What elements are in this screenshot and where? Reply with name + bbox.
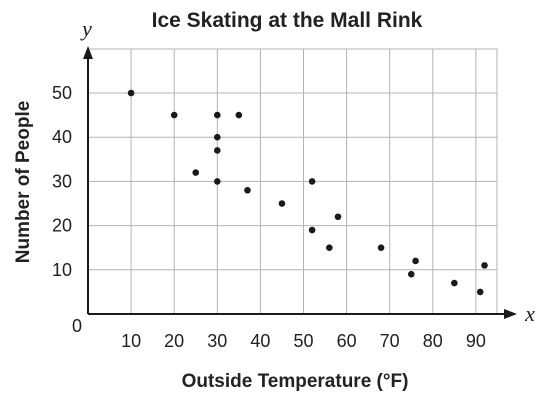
data-point xyxy=(170,111,178,119)
data-point xyxy=(451,279,458,287)
data-point xyxy=(481,262,488,269)
data-point xyxy=(214,147,221,154)
data-point xyxy=(278,200,286,207)
y-tick-labels: 10 20 30 40 50 xyxy=(52,83,72,280)
y-tick-label: 10 xyxy=(52,260,72,280)
data-point xyxy=(412,257,419,265)
x-tick-label: 80 xyxy=(423,331,443,351)
x-tick-label: 20 xyxy=(164,331,184,351)
x-tick-label: 50 xyxy=(293,331,313,351)
data-point xyxy=(334,213,342,221)
data-point xyxy=(377,244,385,251)
data-point xyxy=(235,111,243,119)
x-tick-label: 30 xyxy=(207,331,227,351)
x-tick-labels: 10 20 30 40 50 60 70 80 90 xyxy=(121,331,486,351)
data-point xyxy=(244,186,251,194)
data-point xyxy=(214,111,221,119)
x-tick-label: 40 xyxy=(250,331,270,351)
data-point xyxy=(127,89,135,97)
data-point xyxy=(308,226,316,234)
data-point xyxy=(214,178,221,185)
data-point xyxy=(192,169,200,176)
data-point xyxy=(326,244,333,251)
x-tick-label: 10 xyxy=(121,331,141,351)
x-tick-label: 60 xyxy=(337,331,357,351)
y-tick-label: 50 xyxy=(52,83,72,103)
data-point xyxy=(308,178,316,185)
y-tick-label: 20 xyxy=(52,216,72,236)
data-point xyxy=(407,270,415,278)
y-axis-arrowhead xyxy=(83,46,93,59)
y-tick-label: 40 xyxy=(52,127,72,147)
x-axis-title: Outside Temperature (°F) xyxy=(182,371,409,392)
data-point xyxy=(214,133,221,141)
x-axis-variable: x xyxy=(524,301,535,326)
x-tick-label: 90 xyxy=(466,331,486,351)
x-axis-arrowhead xyxy=(504,309,517,319)
axes xyxy=(83,46,517,319)
chart-title: Ice Skating at the Mall Rink xyxy=(152,9,423,32)
y-axis-title: Number of People xyxy=(13,101,34,264)
grid xyxy=(88,48,498,314)
y-tick-label: 30 xyxy=(52,171,72,191)
x-tick-label: 70 xyxy=(380,331,400,351)
y-axis-variable: y xyxy=(80,16,92,41)
data-points xyxy=(127,89,488,296)
origin-label: 0 xyxy=(72,316,82,336)
data-point xyxy=(476,288,484,296)
